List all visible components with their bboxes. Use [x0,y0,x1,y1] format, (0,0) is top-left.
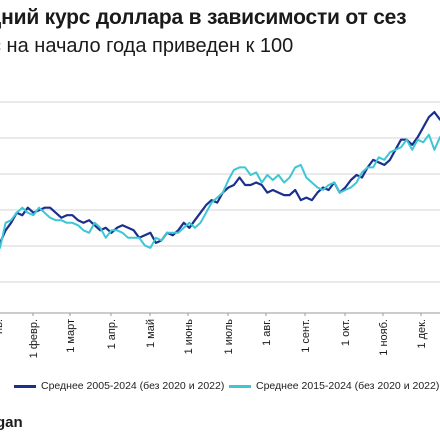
x-tick-label-8: 1 сент. [300,319,312,353]
x-tick-label-1: 1 февр. [28,319,40,358]
title-block: дний курс доллара в зависимости от сез с… [0,0,440,72]
x-tick-label-9: 1 окт. [340,319,352,346]
x-tick-label-3: 1 апр. [106,319,118,349]
legend-swatch-series-2 [229,384,251,388]
legend-item-series-2: Среднее 2015-2024 (без 2020 и 2022) [229,376,439,396]
legend-item-series-1: Среднее 2005-2024 (без 2020 и 2022) [14,376,224,396]
legend-label-series-2: Среднее 2015-2024 (без 2020 и 2022) [256,380,440,392]
x-tick-label-10: 1 нояб. [378,319,390,356]
line-chart: нв. 1 февр. 1 март 1 апр. 1 май 1 июнь 1 июль 1… [0,101,440,358]
chart-subtitle: с на начало года приведен к 100 [0,35,294,57]
legend-swatch-series-1 [14,384,36,388]
series-line-2 [0,133,440,249]
x-tick-label-2: 1 март [65,319,77,353]
x-tick-label-0: нв. [0,319,5,334]
x-tick-label-4: 1 май [145,319,157,348]
x-tick-label-5: 1 июнь [183,319,195,355]
x-tick-label-11: 1 дек. [416,319,428,349]
legend-label-series-1: Среднее 2005-2024 (без 2020 и 2022) [41,380,225,392]
x-tick-label-7: 1 авг. [261,319,273,346]
x-tick-label-6: 1 июль [223,319,235,355]
legend: Среднее 2005-2024 (без 2020 и 2022) Сред… [0,376,440,396]
brand-logo-text: gan [0,414,23,431]
chart-title: дний курс доллара в зависимости от сез [0,6,407,29]
